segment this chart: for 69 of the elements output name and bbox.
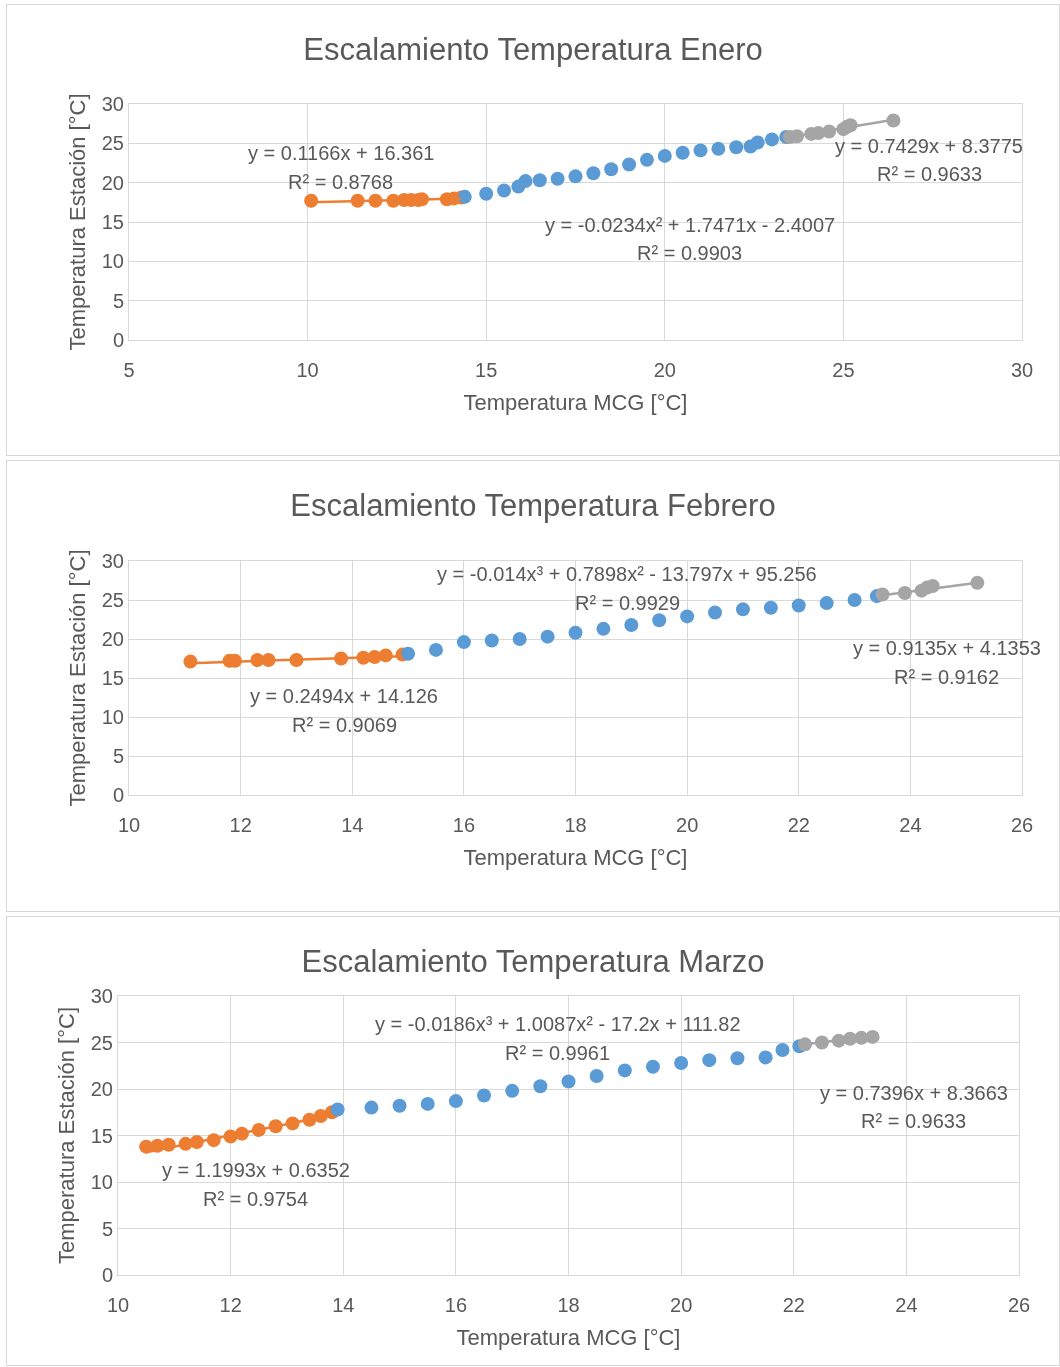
y-tick-label: 0 <box>101 1264 113 1286</box>
annotation: y = 0.9135x + 4.1353 <box>853 637 1041 659</box>
y-tick-label: 20 <box>101 171 124 194</box>
y-axis-title: Temperatura Estación [°C] <box>64 93 90 351</box>
x-tick-label: 12 <box>219 1294 242 1316</box>
x-axis-title: Temperatura MCG [°C] <box>463 844 688 870</box>
y-tick-label: 25 <box>101 132 124 155</box>
x-tick-label: 22 <box>787 814 810 836</box>
annotation: R² = 0.9903 <box>637 242 743 264</box>
y-tick-label: 0 <box>112 784 124 806</box>
y-tick-label: 30 <box>90 985 113 1007</box>
annotation: R² = 0.9929 <box>575 592 681 614</box>
y-tick-label: 20 <box>90 1078 113 1100</box>
annotation: y = 0.7396x + 8.3663 <box>820 1082 1008 1104</box>
annotation: y = 0.7429x + 8.3775 <box>835 135 1023 157</box>
x-tick-label: 18 <box>564 814 587 836</box>
x-tick-label: 26 <box>1007 1294 1031 1316</box>
x-tick-label: 10 <box>296 359 319 381</box>
annotation: R² = 0.9754 <box>203 1188 309 1210</box>
annotation: y = 0.2494x + 14.126 <box>250 685 438 707</box>
annotation: y = -0.0186x³ + 1.0087x² - 17.2x + 111.82 <box>375 1013 741 1035</box>
annotation: y = -0.0234x² + 1.7471x - 2.4007 <box>545 214 836 236</box>
y-tick-label: 5 <box>101 1217 113 1240</box>
y-tick-label: 25 <box>101 589 124 611</box>
x-tick-label: 16 <box>444 1294 468 1316</box>
x-tick-label: 22 <box>782 1294 805 1316</box>
chart-title: Escalamiento Temperatura Marzo <box>301 943 765 979</box>
y-axis-title: Temperatura Estación [°C] <box>64 549 90 807</box>
y-tick-label: 10 <box>90 1171 113 1193</box>
annotation: R² = 0.9162 <box>894 666 1000 688</box>
y-tick-label: 10 <box>101 706 124 728</box>
x-axis-title: Temperatura MCG [°C] <box>463 389 688 415</box>
y-tick-label: 30 <box>101 93 124 115</box>
annotation: R² = 0.9633 <box>877 163 983 185</box>
x-tick-label: 12 <box>229 814 252 836</box>
annotation: y = 0.1166x + 16.361 <box>248 142 435 164</box>
x-axis-title: Temperatura MCG [°C] <box>456 1324 681 1350</box>
x-tick-label: 16 <box>452 814 476 836</box>
y-tick-label: 20 <box>101 628 124 650</box>
annotation: y = -0.014x³ + 0.7898x² - 13.797x + 95.256 <box>437 563 817 585</box>
y-tick-label: 0 <box>112 329 124 351</box>
y-tick-label: 10 <box>101 250 124 273</box>
y-tick-label: 30 <box>101 550 124 572</box>
y-tick-label: 15 <box>101 211 124 233</box>
x-tick-label: 20 <box>670 1294 693 1316</box>
x-tick-label: 18 <box>557 1294 580 1316</box>
y-tick-label: 5 <box>112 289 124 312</box>
x-tick-label: 15 <box>475 359 498 381</box>
x-tick-label: 30 <box>1010 359 1034 381</box>
annotation: R² = 0.9633 <box>861 1110 967 1132</box>
y-axis-title: Temperatura Estación [°C] <box>53 1006 79 1265</box>
y-tick-label: 15 <box>90 1124 113 1147</box>
y-tick-label: 15 <box>101 667 124 689</box>
x-tick-label: 24 <box>899 814 922 836</box>
x-tick-label: 20 <box>653 359 676 381</box>
annotation: R² = 0.9961 <box>505 1042 611 1064</box>
x-tick-label: 24 <box>895 1294 918 1316</box>
chart-title: Escalamiento Temperatura Febrero <box>290 487 776 523</box>
annotation: R² = 0.9069 <box>292 714 398 736</box>
y-tick-label: 5 <box>112 745 124 767</box>
y-tick-label: 25 <box>90 1031 113 1054</box>
annotation: y = 1.1993x + 0.6352 <box>162 1159 350 1181</box>
x-tick-label: 25 <box>832 359 855 381</box>
chart-title: Escalamiento Temperatura Enero <box>303 31 763 67</box>
x-tick-label: 14 <box>341 814 364 836</box>
annotation: R² = 0.8768 <box>288 171 394 193</box>
x-tick-label: 14 <box>332 1294 355 1316</box>
x-tick-label: 26 <box>1010 814 1034 836</box>
x-tick-label: 20 <box>676 814 699 836</box>
